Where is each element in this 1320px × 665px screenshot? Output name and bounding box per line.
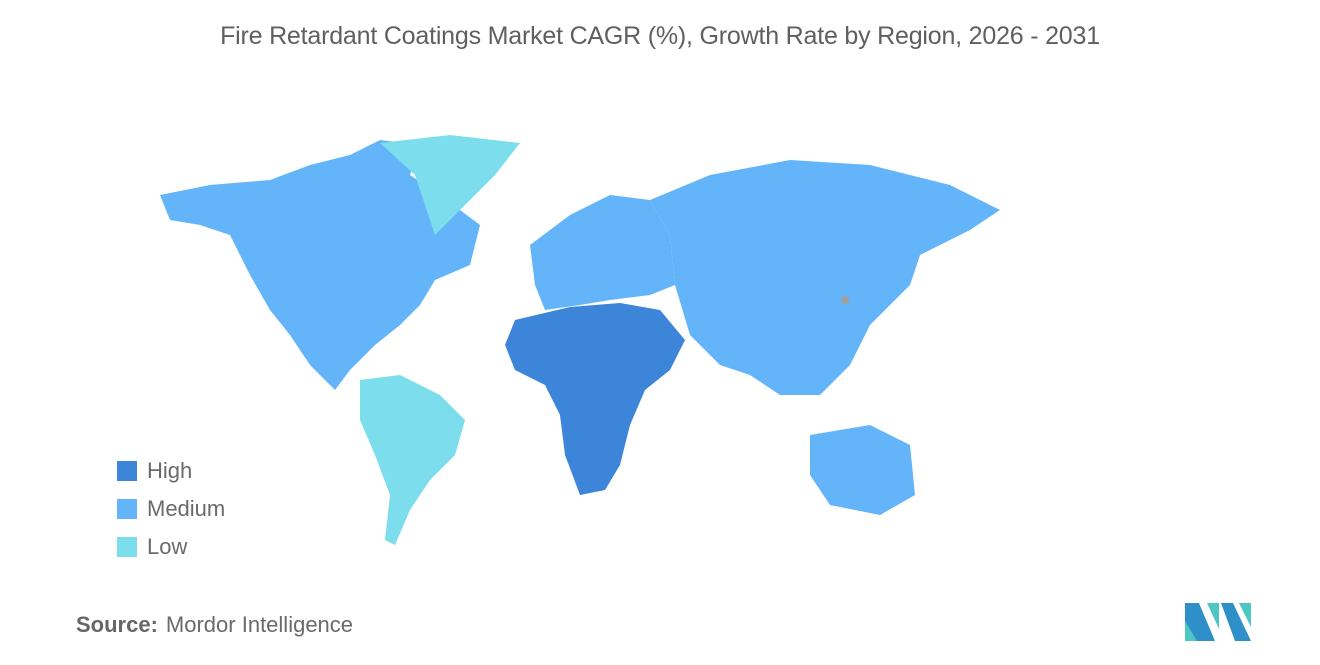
region-middle-east-africa: [505, 303, 685, 495]
region-asia: [650, 160, 1000, 395]
legend-label: Medium: [147, 496, 226, 521]
legend-item-medium: Medium: [117, 490, 225, 528]
legend-label: High: [147, 458, 193, 483]
region-south-america: [360, 375, 465, 545]
source-label: Source:: [76, 612, 158, 637]
no-data-korea: [841, 296, 849, 304]
region-north-america: [160, 140, 480, 390]
mordor-logo-icon: [1185, 603, 1251, 641]
legend-label: Low: [147, 534, 188, 559]
world-map: [160, 135, 1000, 545]
legend-swatch-high: [117, 461, 137, 481]
region-australia: [810, 425, 915, 515]
legend: High Medium Low: [117, 452, 225, 566]
chart-title: Fire Retardant Coatings Market CAGR (%),…: [220, 22, 1100, 50]
legend-swatch-medium: [117, 499, 137, 519]
source-note: Source: Mordor Intelligence: [76, 612, 353, 638]
legend-item-low: Low: [117, 528, 225, 566]
legend-swatch-low: [117, 537, 137, 557]
legend-item-high: High: [117, 452, 225, 490]
region-greenland: [380, 135, 520, 235]
region-europe: [530, 195, 675, 310]
source-value: Mordor Intelligence: [165, 612, 354, 637]
